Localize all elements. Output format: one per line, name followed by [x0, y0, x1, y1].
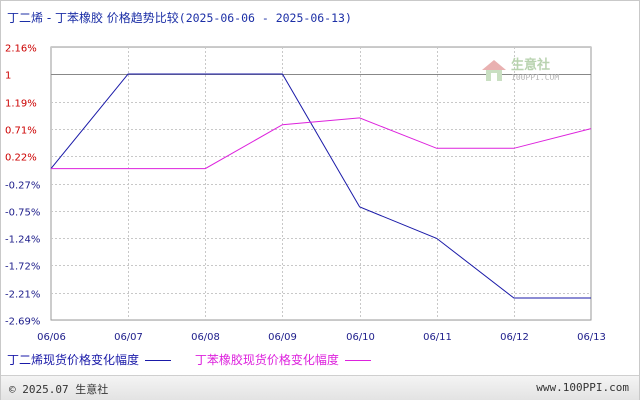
y-tick-label: -1.72% [5, 262, 40, 273]
house-logo-icon [482, 60, 506, 81]
footer-copyright: © 2025.07 生意社 [9, 383, 109, 396]
x-tick-label: 06/07 [114, 332, 143, 343]
legend-label-sbr: 丁苯橡胶现货价格变化幅度 [194, 353, 339, 367]
legend-item-sbr: 丁苯橡胶现货价格变化幅度 [195, 351, 371, 368]
legend-item-butadiene: 丁二烯现货价格变化幅度 [7, 351, 172, 368]
legend-swatch-butadiene [145, 360, 172, 361]
y-tick-label: 2.16% [5, 44, 37, 55]
series-line-1 [51, 117, 592, 170]
y-tick-label: -0.75% [5, 208, 40, 219]
y-tick-label: 1.19% [5, 99, 37, 110]
watermark-name: 生意社 [511, 58, 551, 73]
x-tick-label: 06/11 [423, 332, 452, 343]
legend-swatch-sbr [344, 360, 371, 361]
series-lines [50, 73, 592, 299]
x-tick-label: 06/10 [346, 332, 375, 343]
x-tick-label: 06/06 [37, 332, 66, 343]
y-tick-label: -2.21% [5, 290, 40, 301]
footer-bar: © 2025.07 生意社 www.100PPI.com [1, 375, 639, 400]
y-tick-label: 0.71% [5, 126, 37, 137]
axis-labels: 2.16% 1 1.19% 0.71% 0.22% -0.27% -0.75% -1.24% -… [5, 44, 606, 344]
x-tick-label: 06/12 [500, 332, 529, 343]
chart-legend: 丁二烯现货价格变化幅度 丁苯橡胶现货价格变化幅度 [7, 351, 391, 368]
y-tick-label: -1.24% [5, 235, 40, 246]
x-tick-label: 06/13 [577, 332, 606, 343]
footer-site-link[interactable]: www.100PPI.com [536, 381, 629, 394]
watermark-url: 100PPI.COM [511, 73, 560, 82]
chart-title-main: 丁二烯 - 丁苯橡胶 价格趋势比较 [7, 11, 179, 25]
y-tick-label: -0.27% [5, 181, 40, 192]
y-tick-label: -2.69% [5, 317, 40, 328]
chart-title-date-range: (2025-06-06 - 2025-06-13) [178, 11, 352, 25]
x-tick-label: 06/09 [268, 332, 297, 343]
grid-lines [50, 46, 592, 321]
watermark-logo: 生意社 100PPI.COM [481, 54, 581, 90]
x-tick-label: 06/08 [191, 332, 220, 343]
line-chart: 2.16% 1 1.19% 0.71% 0.22% -0.27% -0.75% -1.24% -… [5, 44, 606, 344]
series-line-0 [50, 73, 591, 299]
y-tick-label: 0.22% [5, 153, 37, 164]
y-tick-label: 1 [5, 71, 11, 82]
chart-title: 丁二烯 - 丁苯橡胶 价格趋势比较(2025-06-06 - 2025-06-1… [7, 9, 352, 26]
legend-label-butadiene: 丁二烯现货价格变化幅度 [7, 353, 140, 367]
